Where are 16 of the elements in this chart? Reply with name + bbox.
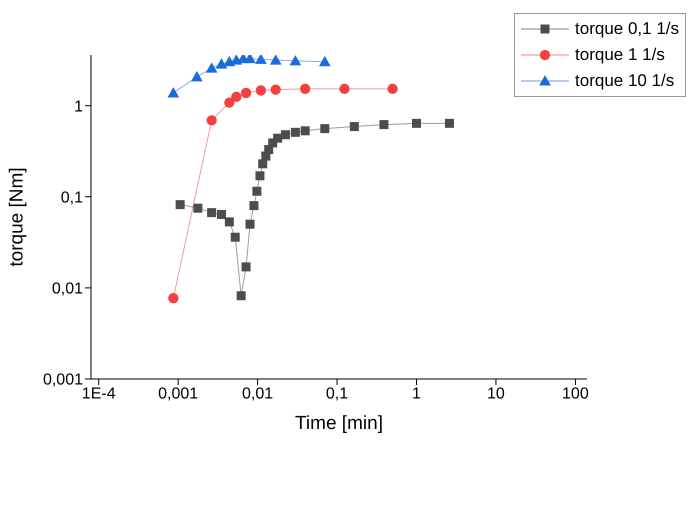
x-axis-title: Time [min]: [295, 413, 383, 434]
legend-label: torque 10 1/s: [575, 71, 674, 91]
legend-label: torque 1 1/s: [575, 45, 665, 65]
x-tick-label: 1E-4: [82, 385, 116, 402]
x-tick-label: 10: [487, 385, 505, 402]
y-tick-label: 1: [74, 98, 84, 116]
y-tick-label: 0,1: [60, 189, 84, 206]
y-tick-label: 0,01: [52, 280, 84, 298]
x-tick-label: 1: [412, 385, 422, 402]
y-tick-label: 0,001: [42, 372, 84, 389]
x-tick-label: 0,1: [326, 385, 348, 402]
legend-label: torque 0,1 1/s: [575, 19, 679, 39]
x-tick-label: 100: [562, 385, 589, 402]
x-tick-label: 0,001: [158, 385, 198, 402]
y-axis-title: torque [Nm]: [6, 167, 28, 267]
x-tick-label: 0,01: [242, 385, 274, 402]
